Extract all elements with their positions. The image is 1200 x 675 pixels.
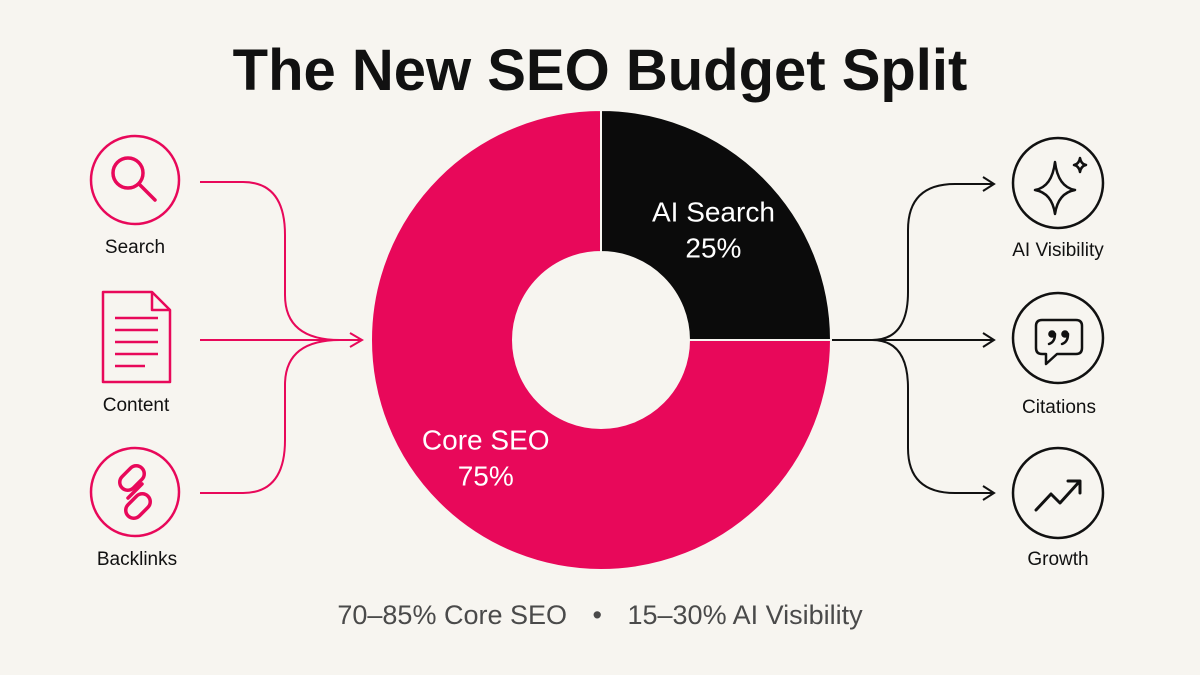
slice-label-core-seo: Core SEO bbox=[422, 424, 550, 455]
output-citations: Citations bbox=[1011, 291, 1105, 418]
input-connectors bbox=[200, 181, 364, 494]
link-icon-ring bbox=[89, 446, 181, 538]
slice-label-ai-search: AI Search bbox=[652, 197, 775, 228]
footer-summary: 70–85% Core SEO • 15–30% AI Visibility bbox=[337, 600, 863, 630]
input-label-content: Content bbox=[103, 395, 170, 416]
connector-growth bbox=[871, 339, 992, 494]
link-icon bbox=[118, 464, 152, 520]
input-arrowhead bbox=[349, 332, 364, 348]
input-label-search: Search bbox=[105, 237, 165, 258]
magnifier-icon bbox=[111, 156, 157, 202]
slice-value-core-seo: 75% bbox=[458, 460, 514, 491]
output-label-ai-visibility: AI Visibility bbox=[1012, 240, 1104, 261]
donut-slice-core-seo bbox=[370, 108, 833, 571]
footer-core-share: 70–85% Core SEO bbox=[337, 600, 567, 630]
sparkle-icon bbox=[1033, 156, 1088, 216]
output-connectors bbox=[832, 176, 996, 501]
input-label-backlinks: Backlinks bbox=[97, 549, 177, 570]
trend-up-icon-ring bbox=[1011, 446, 1105, 540]
trend-up-icon bbox=[1034, 479, 1082, 512]
input-search: Search bbox=[89, 134, 181, 258]
document-icon bbox=[101, 290, 172, 384]
arrowhead-growth bbox=[982, 485, 996, 501]
search-icon-ring bbox=[89, 134, 181, 226]
donut-slice-ai-search bbox=[600, 108, 833, 341]
output-growth: Growth bbox=[1011, 446, 1105, 570]
output-label-growth: Growth bbox=[1027, 549, 1088, 570]
quote-bubble-icon-ring bbox=[1011, 291, 1105, 385]
page-title: The New SEO Budget Split bbox=[233, 38, 968, 103]
connector-search bbox=[200, 181, 341, 341]
connector-backlinks bbox=[200, 339, 341, 494]
footer-ai-share: 15–30% AI Visibility bbox=[627, 600, 863, 630]
output-label-citations: Citations bbox=[1022, 397, 1096, 418]
connector-ai-visibility bbox=[871, 183, 992, 341]
donut-chart bbox=[370, 108, 833, 571]
output-ai-visibility: AI Visibility bbox=[1011, 136, 1105, 261]
input-content: Content bbox=[101, 290, 172, 416]
input-backlinks: Backlinks bbox=[89, 446, 181, 570]
arrowhead-ai-visibility bbox=[982, 176, 996, 192]
footer-separator: • bbox=[593, 600, 602, 630]
sparkle-icon-ring bbox=[1011, 136, 1105, 230]
donut-labels: AI Search 25% Core SEO 75% bbox=[422, 197, 775, 492]
arrowhead-citations bbox=[982, 332, 996, 348]
quote-bubble-icon bbox=[1034, 318, 1084, 366]
slice-value-ai-search: 25% bbox=[685, 233, 741, 264]
